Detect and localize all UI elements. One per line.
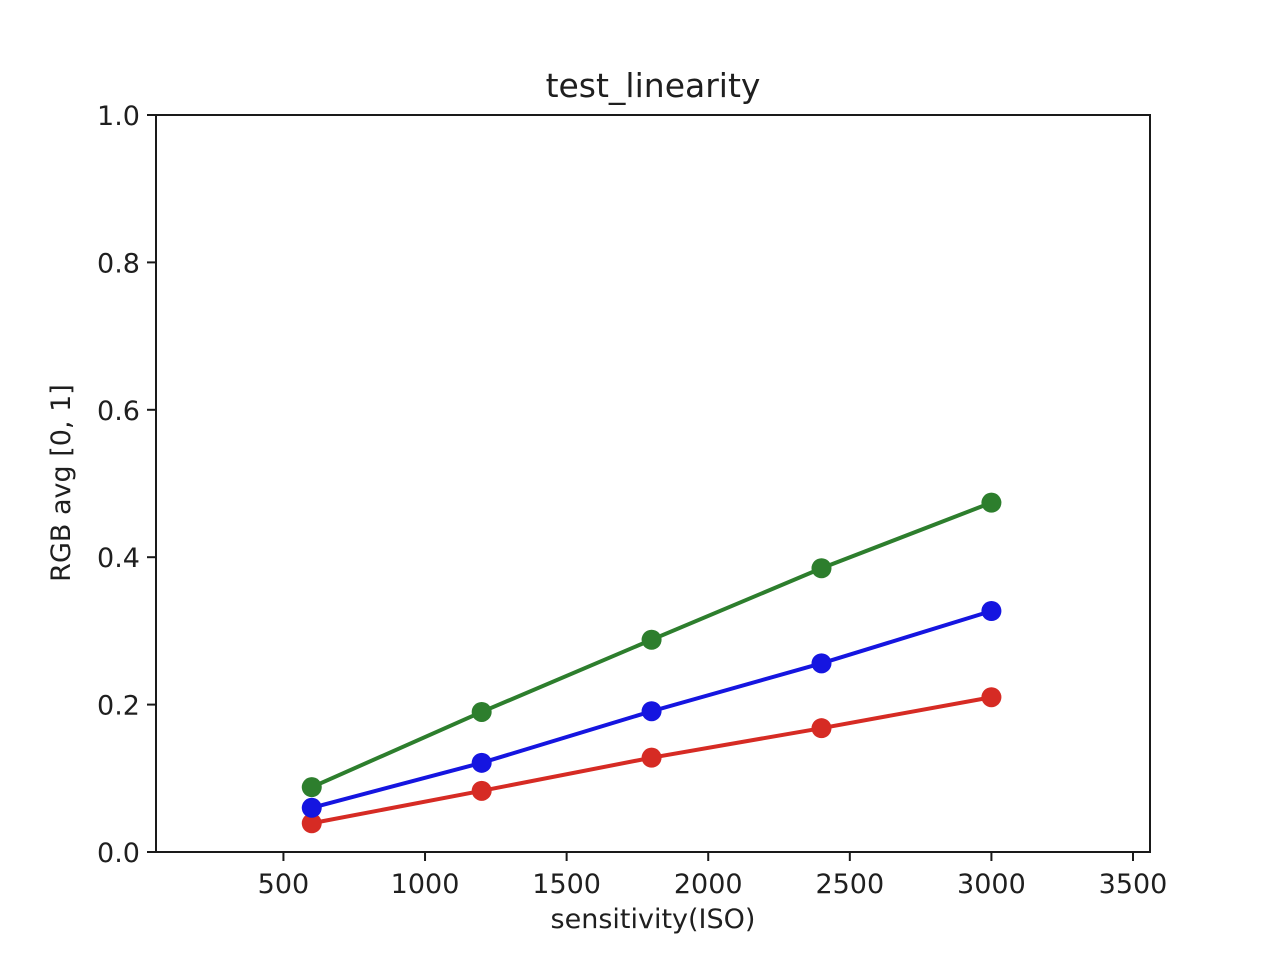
data-point-B (641, 701, 662, 722)
data-point-G (471, 701, 492, 722)
y-tick-label: 0.6 (97, 396, 140, 427)
y-tick-label: 0.8 (97, 248, 140, 279)
data-point-R (981, 687, 1002, 708)
chart-title: test_linearity (546, 66, 761, 105)
data-point-B (811, 653, 832, 674)
x-axis-label: sensitivity(ISO) (551, 904, 756, 935)
y-axis-label: RGB avg [0, 1] (46, 384, 77, 582)
data-point-R (301, 813, 322, 834)
y-tick-label: 1.0 (97, 101, 140, 132)
x-tick-label: 3000 (957, 869, 1026, 900)
x-tick-label: 2500 (815, 869, 884, 900)
data-point-G (811, 558, 832, 579)
y-tick-label: 0.2 (97, 691, 140, 722)
x-tick-label: 2000 (674, 869, 743, 900)
y-tick-label: 0.4 (97, 543, 140, 574)
data-point-R (811, 718, 832, 739)
data-point-R (471, 780, 492, 801)
data-point-R (641, 747, 662, 768)
x-tick-label: 1000 (391, 869, 460, 900)
x-tick-label: 1500 (532, 869, 601, 900)
x-tick-label: 500 (258, 869, 310, 900)
x-tick-label: 3500 (1099, 869, 1168, 900)
data-point-G (981, 492, 1002, 513)
data-point-B (301, 797, 322, 818)
data-point-G (301, 777, 322, 798)
data-point-B (981, 601, 1002, 622)
axes-border (155, 114, 1151, 853)
data-point-G (641, 629, 662, 650)
y-tick-label: 0.0 (97, 838, 140, 869)
plot-area: 500 1000 1500 2000 2500 3000 3500 0.0 0.2 0.4 0.6 0… (97, 101, 1167, 900)
data-point-B (471, 752, 492, 773)
